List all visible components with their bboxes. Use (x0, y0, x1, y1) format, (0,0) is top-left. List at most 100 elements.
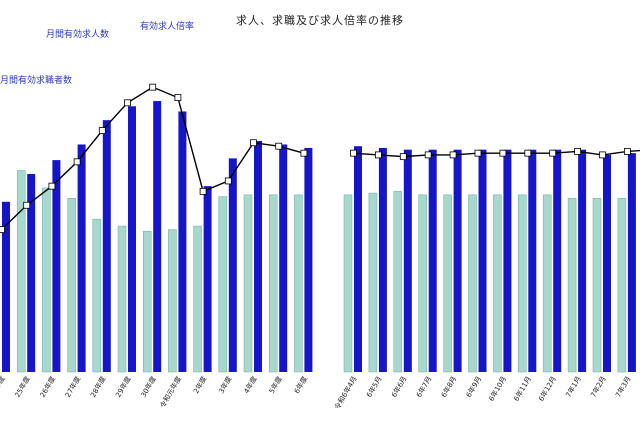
offers-bar (354, 146, 362, 372)
seekers-bar (42, 187, 51, 373)
ratio-point (599, 151, 606, 159)
ratio-point (149, 83, 157, 91)
x-tick-label: 4年度 (242, 375, 259, 395)
offers-bar (304, 147, 313, 372)
offers-bar (178, 111, 187, 372)
x-tick-label: 2年度 (191, 375, 208, 395)
ratio-polyline (353, 149, 640, 158)
ratio-point (549, 149, 557, 157)
seekers-bar (542, 194, 552, 373)
x-tick-label: 6年度 (292, 375, 309, 395)
seekers-bar (567, 198, 577, 373)
ratio-point (474, 149, 482, 157)
offers-bar (102, 120, 111, 372)
tick-labels-layer: 年度 25年度 26年度 27年度 28年度 29年度 30年度 令和元年度 2年度 3年度 4年度… (0, 375, 633, 411)
offers-bar (627, 153, 636, 372)
ratio-point (449, 151, 457, 159)
x-tick-label: 令和6年4月 (332, 375, 358, 411)
seekers-bar (343, 194, 353, 373)
offers-bar (27, 174, 36, 372)
ratio-point (199, 187, 207, 195)
ratio-point (224, 177, 232, 185)
x-tick-label: 7年2月 (588, 375, 607, 399)
x-tick-label: 6年12月 (536, 375, 557, 403)
offers-bar (528, 149, 537, 372)
ratio-line-layer (0, 83, 640, 233)
seekers-bar (617, 198, 627, 373)
ratio-point (374, 151, 382, 159)
ratio-point (499, 149, 507, 157)
seekers-bar (67, 198, 76, 373)
x-tick-label: 7年3月 (613, 375, 632, 399)
ratio-point (48, 182, 56, 190)
offers-bar (578, 149, 587, 372)
x-tick-label: 27年度 (63, 375, 82, 399)
offers-bar (203, 186, 212, 372)
seekers-bar (393, 191, 403, 373)
offers-bar (153, 101, 162, 372)
x-tick-label: 5年度 (267, 375, 284, 395)
ratio-point (624, 148, 631, 155)
chart-title: 求人、求職及び求人倍率の推移 (236, 14, 404, 27)
offers-bar (478, 149, 487, 372)
x-tick-label: 6年6月 (389, 375, 408, 399)
x-tick-label: 28年度 (88, 375, 107, 399)
x-tick-label: 6年9月 (464, 375, 483, 399)
offers-bar (603, 154, 611, 372)
bars-layer (2, 101, 636, 373)
x-tick-label: 7年1月 (564, 375, 583, 399)
ratio-point (0, 226, 5, 233)
x-tick-label: 26年度 (38, 375, 57, 399)
seekers-bar (243, 194, 253, 373)
offers-bar (52, 160, 61, 372)
seekers-bar (92, 218, 102, 373)
offers-bar (503, 149, 512, 372)
ratio-point (300, 149, 308, 157)
seekers-series-label: 月間有効求職者数 (0, 76, 73, 86)
seekers-bar (193, 225, 202, 373)
ratio-point (23, 201, 31, 209)
ratio-series-label: 有効求人倍率 (140, 22, 195, 32)
offers-bar (279, 144, 288, 372)
offers-bar (553, 149, 562, 372)
offers-series-label: 月間有効求人数 (46, 30, 110, 40)
x-tick-label: 6年5月 (364, 375, 383, 399)
seekers-bar (443, 194, 452, 373)
x-tick-label: 6年11月 (512, 375, 533, 403)
seekers-bar (168, 229, 177, 373)
seekers-bar (117, 225, 127, 373)
ratio-point (574, 148, 581, 155)
seekers-bar (592, 198, 602, 373)
seekers-bar (142, 231, 152, 373)
ratio-point (124, 99, 131, 107)
x-tick-label: 6年8月 (439, 375, 458, 399)
x-tick-label: 29年度 (113, 375, 132, 399)
ratio-point (275, 142, 283, 150)
seekers-bar (518, 194, 527, 373)
offers-bar (2, 201, 10, 372)
x-tick-label: 6年10月 (487, 375, 508, 403)
ratio-point (98, 127, 106, 134)
ratio-point (250, 139, 257, 147)
offers-bar (128, 106, 136, 373)
offers-bar (453, 149, 462, 372)
seekers-bar (493, 194, 502, 373)
ratio-point (424, 151, 432, 159)
seekers-bar (468, 194, 477, 373)
x-tick-label: 6年7月 (414, 375, 433, 399)
offers-bar (428, 149, 437, 372)
ratio-point (73, 158, 81, 166)
offers-bar (77, 144, 86, 372)
seekers-bar (418, 194, 427, 373)
offers-bar (403, 149, 412, 372)
x-tick-label: 3年度 (217, 375, 234, 395)
seekers-bar (294, 194, 303, 373)
x-tick-label: 25年度 (13, 375, 32, 399)
ratio-point (399, 153, 407, 161)
seekers-bar (368, 192, 378, 373)
offers-bar (254, 141, 262, 372)
x-tick-label: 30年度 (139, 375, 158, 399)
ratio-point (174, 94, 182, 101)
seekers-bar (218, 196, 228, 373)
